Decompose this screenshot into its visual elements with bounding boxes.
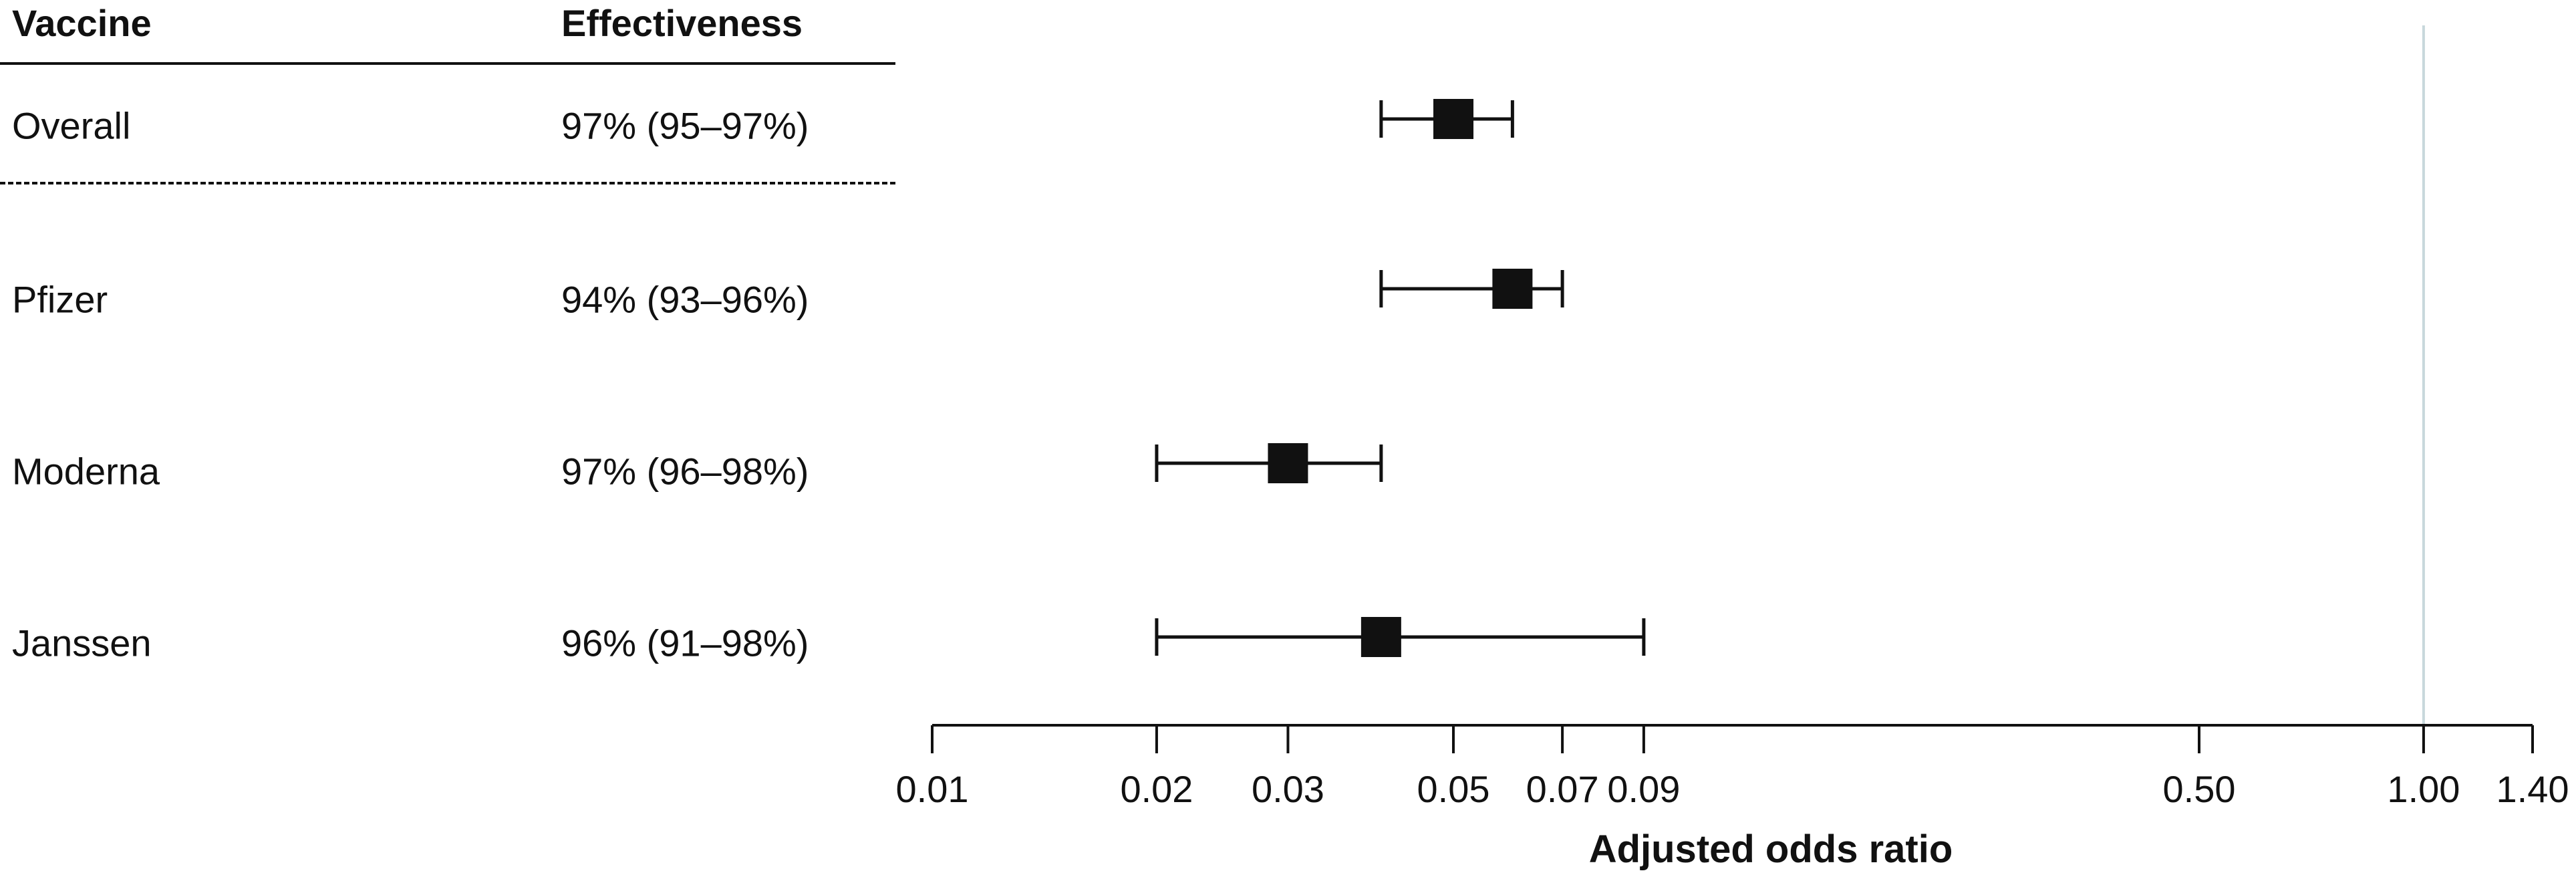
row-effectiveness-moderna: 97% (96–98%): [561, 450, 809, 493]
x-tick-label: 0.09: [1607, 768, 1680, 810]
header-rule: [0, 62, 895, 65]
x-tick-label: 0.01: [896, 768, 969, 810]
row-effectiveness-janssen: 96% (91–98%): [561, 622, 809, 664]
row-effectiveness-pfizer: 94% (93–96%): [561, 278, 809, 321]
overall-separator: [0, 182, 895, 184]
x-tick-label: 0.07: [1526, 768, 1599, 810]
effectiveness-column-header: Effectiveness: [561, 2, 803, 44]
row-label-moderna: Moderna: [12, 450, 160, 493]
estimate-marker: [1433, 99, 1474, 139]
x-tick-label: 1.00: [2387, 768, 2460, 810]
estimate-marker: [1492, 269, 1533, 309]
x-tick-label: 0.05: [1417, 768, 1490, 810]
x-axis-title: Adjusted odds ratio: [1589, 828, 1953, 871]
row-label-overall: Overall: [12, 104, 131, 147]
x-tick-label: 1.40: [2496, 768, 2569, 810]
estimate-marker: [1268, 443, 1308, 483]
row-label-janssen: Janssen: [12, 622, 152, 664]
x-tick-label: 0.03: [1252, 768, 1324, 810]
estimate-marker: [1361, 617, 1401, 657]
row-label-pfizer: Pfizer: [12, 278, 108, 321]
x-tick-label: 0.50: [2162, 768, 2235, 810]
row-effectiveness-overall: 97% (95–97%): [561, 104, 809, 147]
x-tick-label: 0.02: [1120, 768, 1193, 810]
vaccine-column-header: Vaccine: [12, 2, 152, 44]
